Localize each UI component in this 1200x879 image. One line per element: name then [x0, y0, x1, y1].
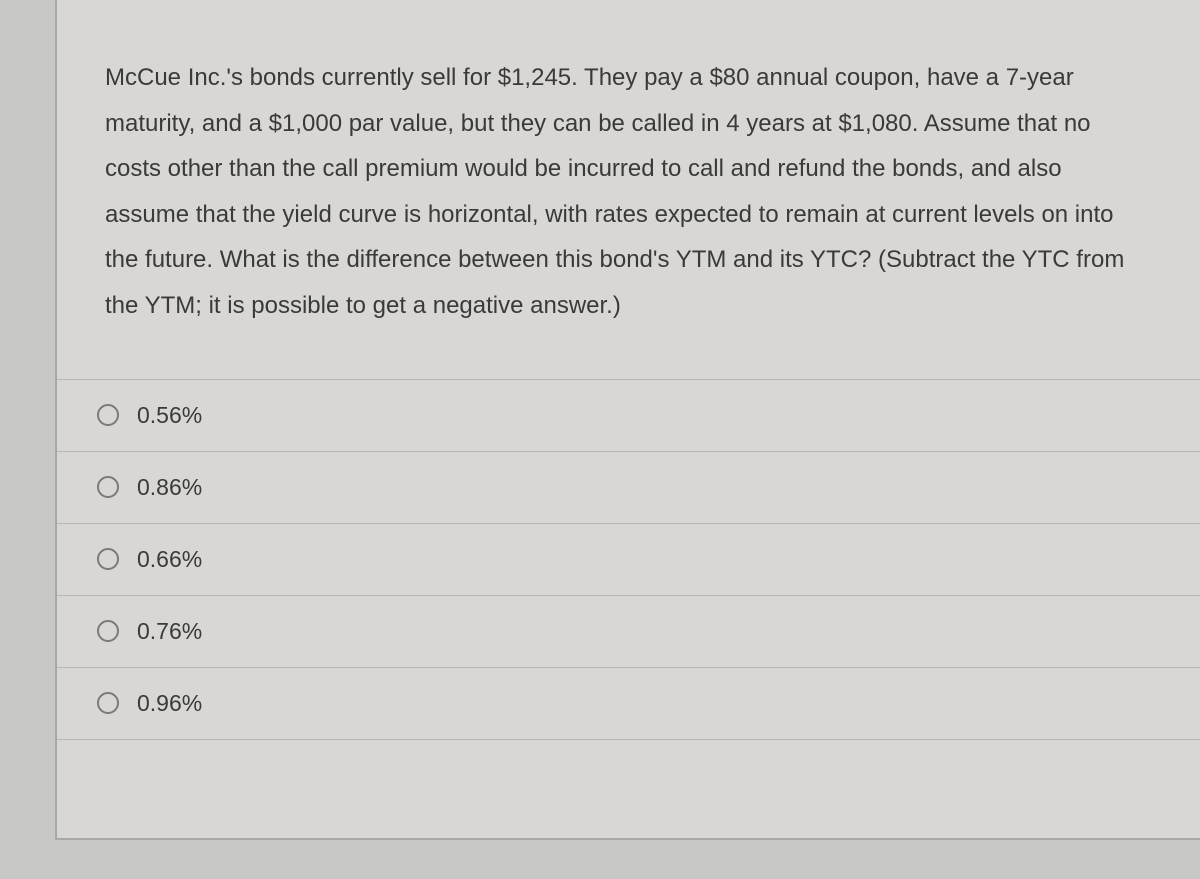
- option-row[interactable]: 0.56%: [57, 379, 1200, 451]
- radio-icon[interactable]: [97, 548, 119, 570]
- option-label: 0.76%: [137, 618, 202, 645]
- radio-icon[interactable]: [97, 620, 119, 642]
- options-block: 0.56% 0.86% 0.66% 0.76% 0.96%: [57, 379, 1200, 740]
- option-label: 0.56%: [137, 402, 202, 429]
- radio-icon[interactable]: [97, 692, 119, 714]
- option-label: 0.66%: [137, 546, 202, 573]
- radio-icon[interactable]: [97, 476, 119, 498]
- option-row[interactable]: 0.66%: [57, 523, 1200, 595]
- question-text: McCue Inc.'s bonds currently sell for $1…: [105, 55, 1150, 329]
- question-block: McCue Inc.'s bonds currently sell for $1…: [57, 0, 1200, 364]
- option-row[interactable]: 0.76%: [57, 595, 1200, 667]
- radio-icon[interactable]: [97, 404, 119, 426]
- option-row[interactable]: 0.96%: [57, 667, 1200, 740]
- option-label: 0.86%: [137, 474, 202, 501]
- question-container: McCue Inc.'s bonds currently sell for $1…: [55, 0, 1200, 840]
- option-label: 0.96%: [137, 690, 202, 717]
- option-row[interactable]: 0.86%: [57, 451, 1200, 523]
